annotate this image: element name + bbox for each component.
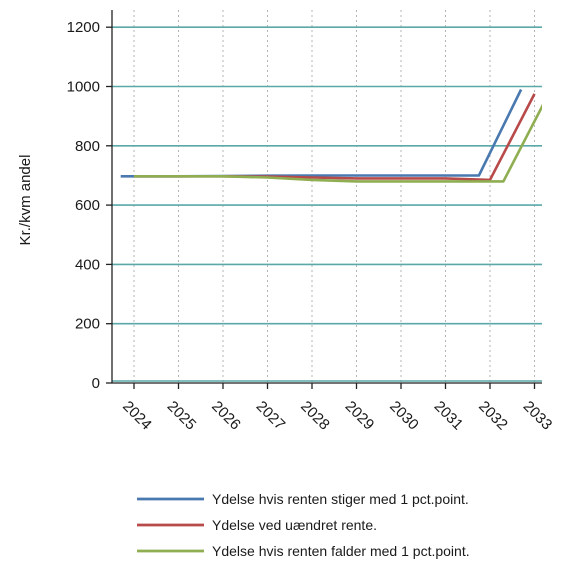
legend-label: Ydelse hvis renten falder med 1 pct.poin…: [212, 543, 470, 559]
grid: [112, 10, 542, 383]
y-axis-label: Kr./kvm andel: [17, 155, 34, 246]
series-line: [120, 88, 523, 178]
y-tick-label: 600: [75, 197, 100, 214]
legend-label: Ydelse ved uændret rente.: [212, 517, 377, 533]
x-tick-label: 2026: [208, 398, 244, 434]
x-tick-label: 2030: [386, 398, 422, 434]
x-tick-label: 2024: [119, 398, 155, 434]
series-line: [134, 93, 536, 182]
y-tick-label: 1200: [67, 19, 100, 36]
x-tick-label: 2032: [475, 398, 511, 434]
x-tick-label: 2029: [342, 398, 378, 434]
x-tick-label: 2031: [431, 398, 467, 434]
y-tick-label: 200: [75, 316, 100, 333]
x-tick-label: 2033: [520, 398, 556, 434]
y-tick-label: 800: [75, 138, 100, 155]
x-tick-label: 2027: [253, 398, 289, 434]
x-tick-label: 2028: [297, 398, 333, 434]
y-tick-label: 0: [92, 375, 100, 392]
series-line: [134, 103, 542, 183]
y-tick-label: 1000: [67, 79, 100, 96]
legend-label: Ydelse hvis renten stiger med 1 pct.poin…: [212, 491, 469, 507]
x-tick-label: 2025: [164, 398, 200, 434]
legend: Ydelse hvis renten stiger med 1 pct.poin…: [137, 491, 470, 559]
series-lines: [120, 88, 542, 183]
y-tick-label: 400: [75, 256, 100, 273]
